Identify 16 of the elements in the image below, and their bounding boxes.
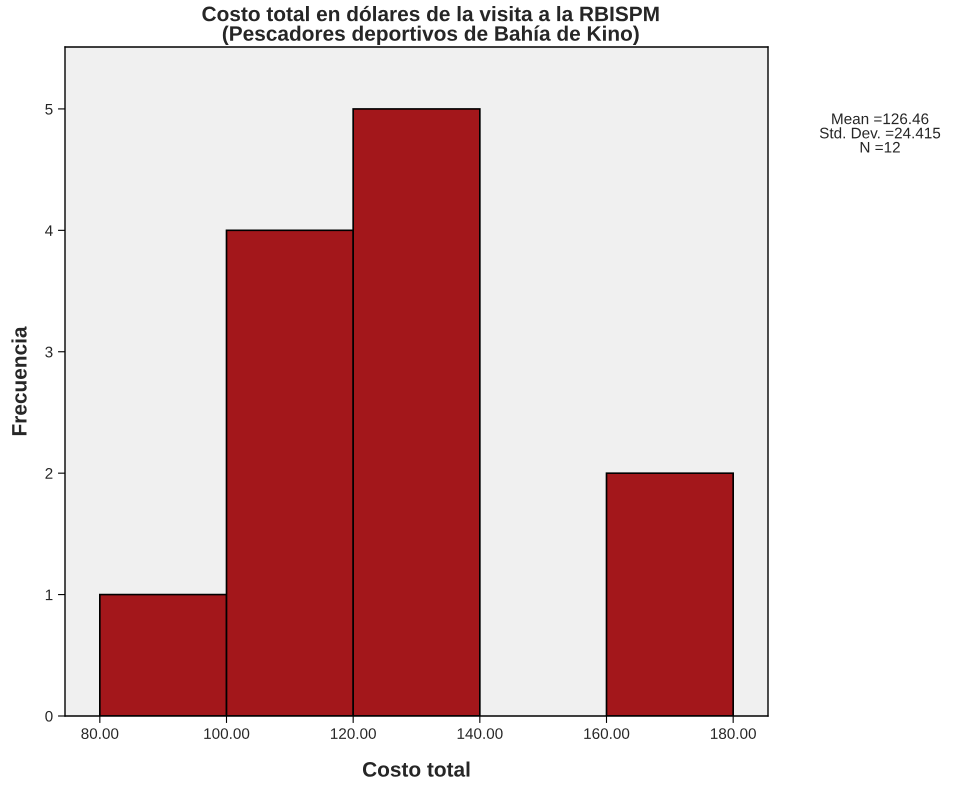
y-tick-label: 0: [45, 710, 53, 722]
y-tick-label: 4: [45, 225, 53, 236]
x-axis-title: Costo total: [362, 761, 470, 777]
text: Mean =126.46 Std. Dev. =24.415 N =12: [820, 113, 940, 153]
x-tick-label: 160.00: [584, 728, 630, 740]
x-tick-label: 120.00: [330, 728, 376, 740]
x-tick-label: 80.00: [81, 728, 118, 740]
y-tick-label: 5: [45, 104, 53, 115]
y-axis-title: Frecuencia: [11, 326, 27, 436]
x-tick-label: 140.00: [458, 728, 503, 740]
y-tick-label: 1: [46, 590, 52, 600]
y-tick-label: 3: [45, 346, 53, 358]
x-tick-label: 100.00: [204, 728, 250, 740]
y-tick-label: 2: [45, 468, 52, 479]
chart-title: Costo total en dólares de la visita a la RBISPM (Pescadores deportivos de Bahía de Kino): [202, 6, 659, 46]
x-tick-label: 180.00: [710, 728, 756, 740]
